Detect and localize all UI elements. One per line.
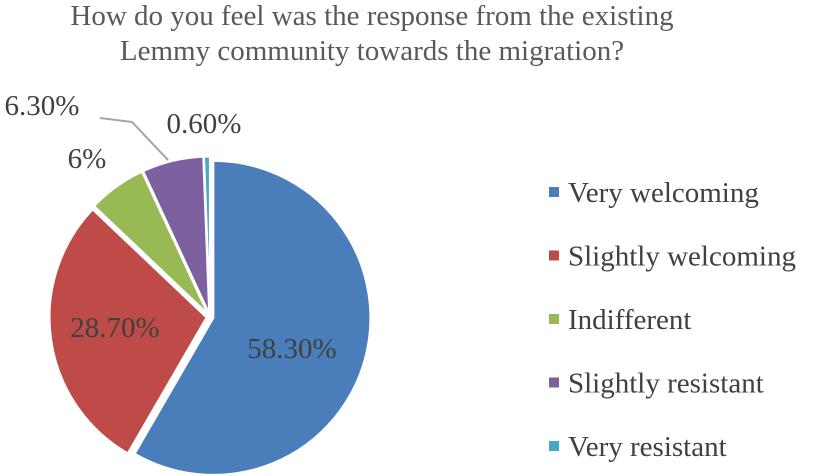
leader-line <box>99 117 169 161</box>
legend-label-slightly-welcoming: Slightly welcoming <box>568 241 796 273</box>
legend-label-very-welcoming: Very welcoming <box>568 177 759 209</box>
data-label-slightly-resistant: 6.30% <box>5 90 80 122</box>
legend-swatch-slightly-welcoming <box>549 250 559 261</box>
data-label-very-welcoming: 58.30% <box>247 333 336 365</box>
legend-label-indifferent: Indifferent <box>568 304 691 336</box>
legend-label-slightly-resistant: Slightly resistant <box>568 368 764 400</box>
pie-data-labels: 58.30% 28.70% 6% 6.30% 0.60% <box>5 90 337 365</box>
pie-slices <box>48 155 372 476</box>
chart-legend: Very welcoming Slightly welcoming Indiffer… <box>549 177 796 463</box>
pie-slice-very-resistant <box>202 155 211 314</box>
legend-swatch-very-resistant <box>549 441 559 451</box>
pie-slice-indifferent <box>92 170 209 315</box>
legend-swatch-indifferent <box>549 314 559 324</box>
chart-title-line-2: Lemmy community towards the migration? <box>120 35 624 67</box>
data-label-slightly-welcoming: 28.70% <box>70 312 159 344</box>
legend-swatch-slightly-resistant <box>549 377 559 388</box>
pie-slice-slightly-welcoming <box>48 207 208 455</box>
legend-label-very-resistant: Very resistant <box>568 431 727 463</box>
data-label-very-resistant: 0.60% <box>167 108 242 140</box>
legend-swatch-very-welcoming <box>549 187 559 197</box>
chart-title-line-1: How do you feel was the response from th… <box>70 0 673 32</box>
data-label-indifferent: 6% <box>68 143 107 175</box>
pie-slice-very-welcoming <box>133 159 372 476</box>
